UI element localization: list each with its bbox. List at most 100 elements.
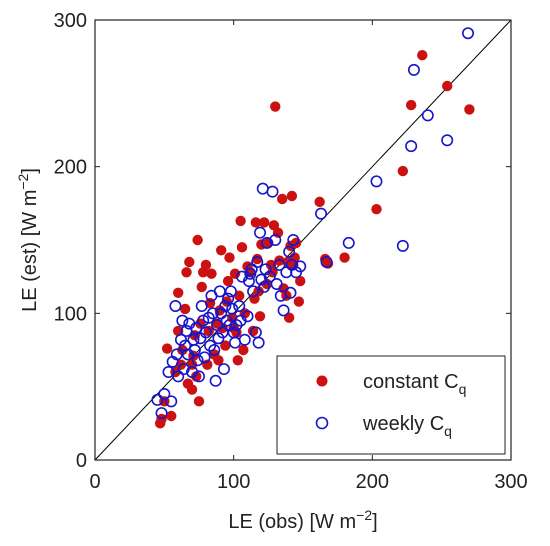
point-weekly-cq xyxy=(165,395,178,408)
point-weekly-cq xyxy=(176,314,189,327)
x-axis-label: LE (obs) [W m−2] xyxy=(228,507,377,533)
point-weekly-cq xyxy=(255,273,268,286)
point-constant-cq xyxy=(181,267,192,278)
point-weekly-cq xyxy=(342,236,355,249)
point-weekly-cq xyxy=(158,387,171,400)
point-weekly-cq xyxy=(219,299,232,312)
point-weekly-cq xyxy=(254,226,267,239)
y-tick-label: 0 xyxy=(76,450,87,472)
point-constant-cq xyxy=(192,234,203,246)
point-weekly-cq xyxy=(233,299,246,312)
point-weekly-cq xyxy=(199,326,212,339)
point-weekly-cq xyxy=(421,109,434,122)
point-constant-cq xyxy=(213,355,224,366)
point-weekly-cq xyxy=(252,336,265,349)
legend-marker-constant-cq xyxy=(316,375,328,387)
point-constant-cq xyxy=(274,255,285,266)
point-weekly-cq xyxy=(226,302,239,315)
point-weekly-cq xyxy=(195,299,208,312)
point-constant-cq xyxy=(161,343,173,354)
point-constant-cq xyxy=(254,311,266,322)
legend-box xyxy=(276,355,506,455)
point-constant-cq xyxy=(442,80,453,92)
point-constant-cq xyxy=(220,340,231,351)
point-constant-cq xyxy=(196,281,207,293)
point-constant-cq xyxy=(339,252,350,263)
point-weekly-cq xyxy=(198,351,211,364)
point-constant-cq xyxy=(314,196,325,208)
point-weekly-cq xyxy=(258,280,271,293)
point-weekly-cq xyxy=(269,234,282,247)
point-constant-cq xyxy=(258,217,270,228)
point-constant-cq xyxy=(193,396,205,407)
legend-label-constant-cq: constant Cq xyxy=(363,371,466,397)
point-constant-cq xyxy=(235,215,246,227)
y-tick-label: 100 xyxy=(54,303,87,325)
point-weekly-cq xyxy=(193,370,206,383)
point-weekly-cq xyxy=(407,63,420,76)
point-constant-cq xyxy=(222,275,234,287)
point-constant-cq xyxy=(283,312,295,323)
point-weekly-cq xyxy=(208,343,221,356)
point-weekly-cq xyxy=(151,393,164,406)
point-constant-cq xyxy=(277,193,288,205)
point-weekly-cq xyxy=(238,333,251,346)
point-constant-cq xyxy=(250,217,262,228)
point-constant-cq xyxy=(238,344,249,356)
point-weekly-cq xyxy=(190,321,203,334)
point-weekly-cq xyxy=(191,354,204,367)
point-weekly-cq xyxy=(283,245,296,258)
plot-area-frame xyxy=(94,19,512,461)
point-constant-cq xyxy=(186,384,198,395)
point-constant-cq xyxy=(295,275,306,287)
point-weekly-cq xyxy=(284,286,297,299)
y-axis-label: LE (est) [W m−2] xyxy=(15,168,41,312)
point-constant-cq xyxy=(286,190,298,202)
x-tick-label: 100 xyxy=(217,471,250,493)
point-weekly-cq xyxy=(222,292,235,305)
point-weekly-cq xyxy=(162,365,175,378)
x-tick-label: 300 xyxy=(494,471,527,493)
point-constant-cq xyxy=(232,355,244,366)
point-weekly-cq xyxy=(169,299,182,312)
point-weekly-cq xyxy=(177,363,190,376)
point-weekly-cq xyxy=(441,134,454,147)
point-constant-cq xyxy=(179,303,191,315)
point-weekly-cq xyxy=(277,304,290,317)
x-tick-label: 0 xyxy=(89,471,100,493)
one-to-one-line xyxy=(94,19,512,461)
legend-label-weekly-cq: weekly Cq xyxy=(362,413,452,439)
point-constant-cq xyxy=(173,287,184,298)
point-weekly-cq xyxy=(273,258,286,271)
point-constant-cq xyxy=(224,252,235,263)
point-constant-cq xyxy=(405,99,417,111)
point-weekly-cq xyxy=(206,307,219,320)
point-constant-cq xyxy=(270,101,281,112)
point-weekly-cq xyxy=(405,140,418,153)
point-weekly-cq xyxy=(260,236,273,249)
point-constant-cq xyxy=(293,296,305,307)
point-weekly-cq xyxy=(320,255,333,268)
point-constant-cq xyxy=(252,253,263,265)
y-tick-label: 200 xyxy=(54,157,87,179)
point-weekly-cq xyxy=(251,255,264,268)
point-weekly-cq xyxy=(241,310,254,323)
y-tick-label: 300 xyxy=(54,10,87,32)
point-weekly-cq xyxy=(263,270,276,283)
point-constant-cq xyxy=(215,245,227,256)
point-weekly-cq xyxy=(256,182,269,195)
point-weekly-cq xyxy=(209,374,222,387)
point-weekly-cq xyxy=(229,336,242,349)
point-weekly-cq xyxy=(247,285,260,298)
point-weekly-cq xyxy=(242,275,255,288)
point-weekly-cq xyxy=(287,234,300,247)
point-constant-cq xyxy=(464,104,475,115)
point-weekly-cq xyxy=(462,27,475,40)
point-weekly-cq xyxy=(217,363,230,376)
point-constant-cq xyxy=(397,165,409,177)
point-constant-cq xyxy=(206,268,217,279)
point-weekly-cq xyxy=(155,407,168,420)
point-weekly-cq xyxy=(266,185,279,198)
point-weekly-cq xyxy=(370,175,383,188)
